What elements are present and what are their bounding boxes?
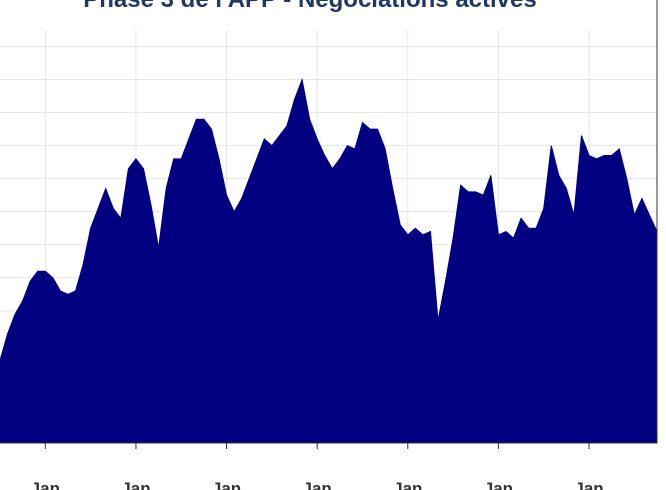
x-tick-label: Jan xyxy=(574,479,603,490)
x-tick-label: Jan xyxy=(303,479,332,490)
x-tick-label: Jan xyxy=(484,479,513,490)
area xyxy=(0,77,658,444)
x-tick-label: Jan xyxy=(31,479,60,490)
x-tick-label: Jan xyxy=(121,479,150,490)
chart-title: Phase 3 de l'APP - Négociations actives xyxy=(83,0,536,13)
x-tick-label: Jan xyxy=(212,479,241,490)
x-tick-label: Jan xyxy=(393,479,422,490)
